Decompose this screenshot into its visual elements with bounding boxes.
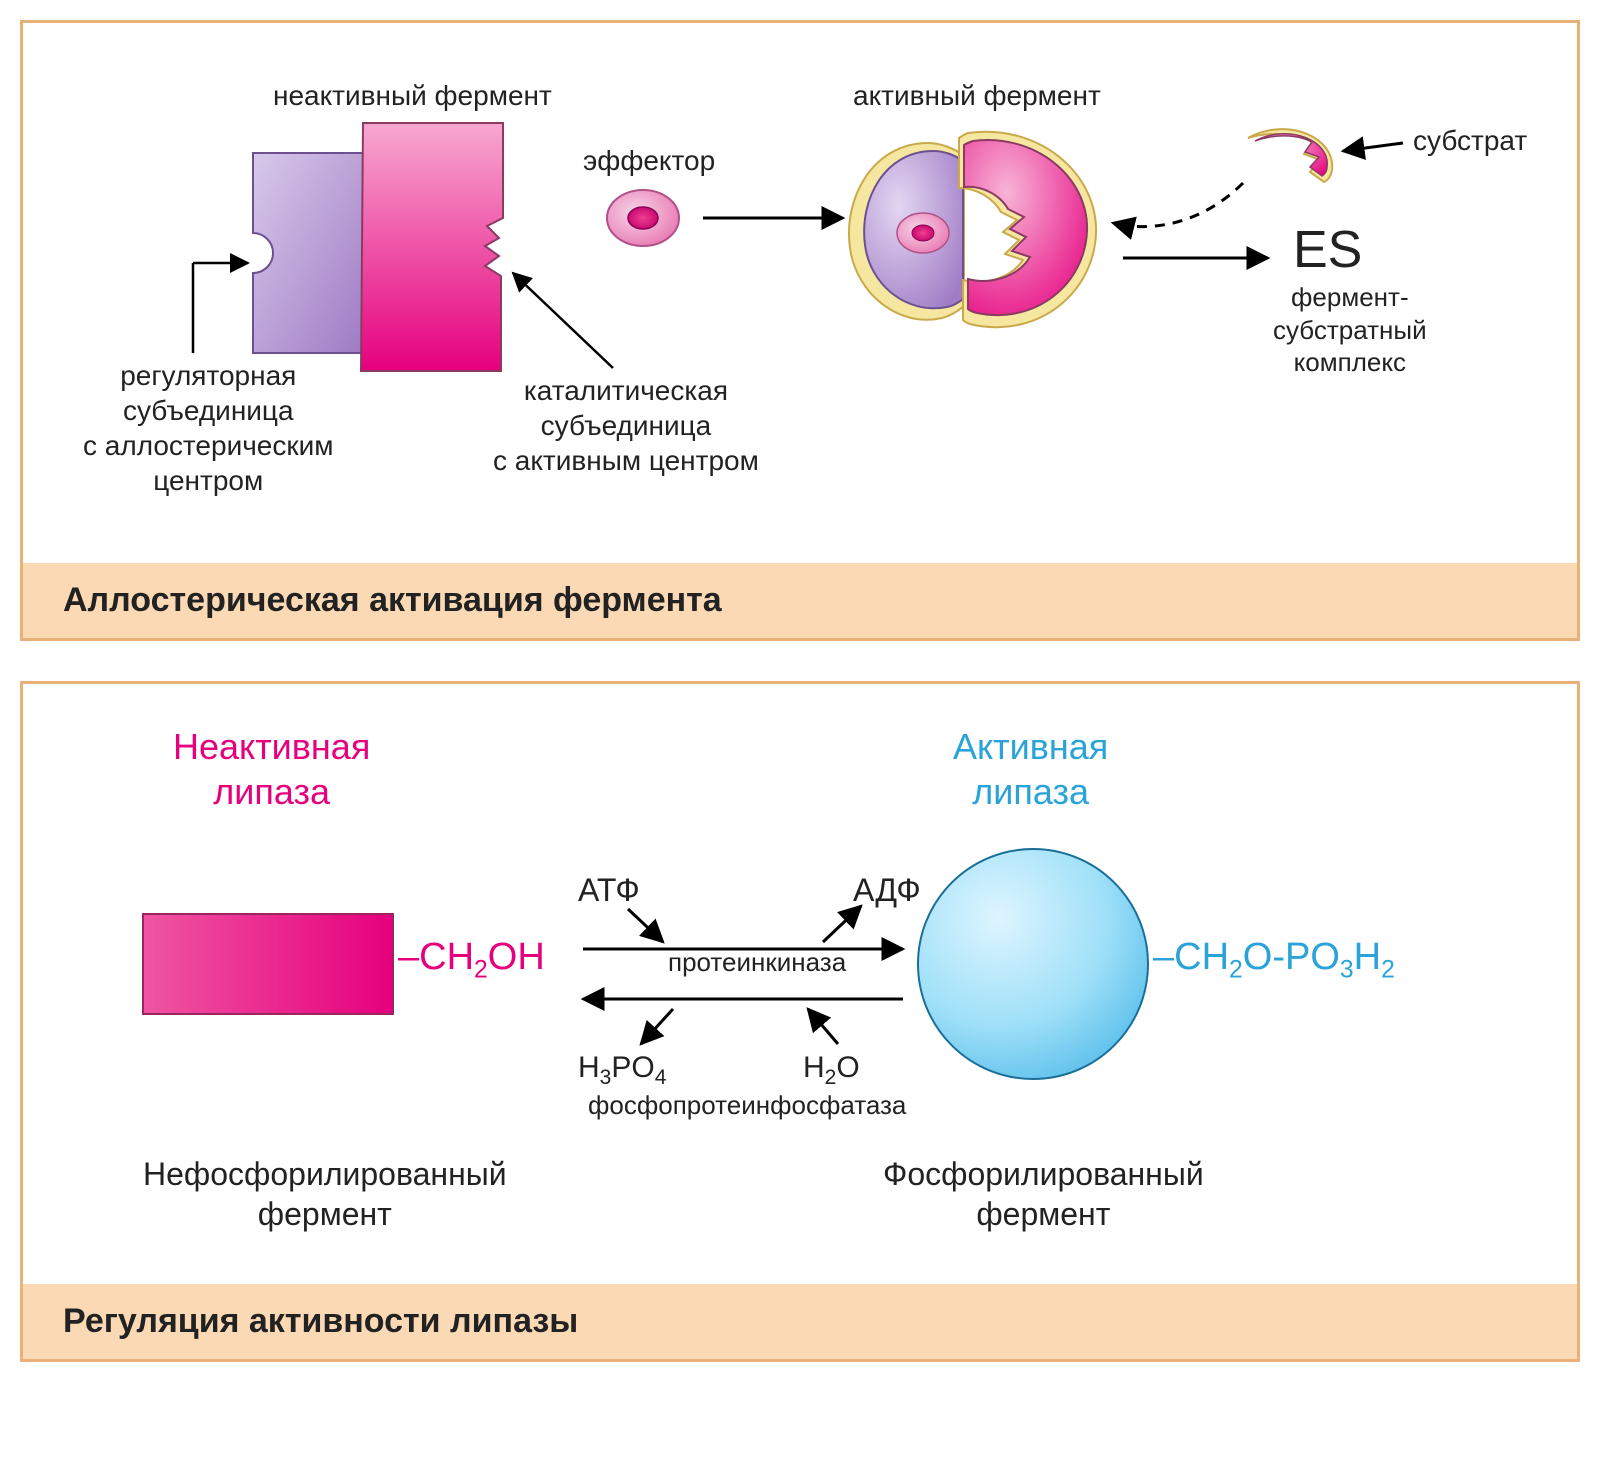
panel-lipase: Неактивная липаза Активная липаза –CH2OH…	[20, 681, 1580, 1362]
label-cat-subunit: каталитическая субъединица с активным це…	[493, 373, 759, 478]
arrow-h3po4-out	[641, 1009, 673, 1044]
label-kinase: протеинкиназа	[668, 946, 846, 979]
label-unphos: Нефосфорилированный фермент	[143, 1154, 507, 1234]
formula-ch2oh: –CH2OH	[398, 936, 545, 985]
label-es: ES	[1293, 218, 1362, 283]
panel1-body: неактивный фермент эффектор активный фер…	[23, 23, 1577, 563]
label-substrate: субстрат	[1413, 123, 1527, 158]
arrow-atp-in	[628, 909, 663, 942]
label-h2o: H2O	[803, 1049, 860, 1091]
label-adp: АДФ	[853, 870, 921, 910]
label-inactive-enzyme: неактивный фермент	[273, 78, 552, 113]
arrow-substrate-to-enzyme	[1113, 183, 1243, 227]
label-effector: эффектор	[583, 143, 715, 178]
label-reg-subunit: регуляторная субъединица с аллостерическ…	[83, 358, 334, 498]
arrow-to-substrate	[1343, 143, 1403, 151]
panel-allosteric: неактивный фермент эффектор активный фер…	[20, 20, 1580, 641]
label-active-lipase: Активная липаза	[953, 724, 1108, 814]
substrate-shape	[1248, 129, 1332, 182]
active-enzyme-shape	[849, 132, 1096, 327]
label-phosphatase: фосфопротеинфосфатаза	[588, 1089, 906, 1122]
label-es-sub: фермент- субстратный комплекс	[1273, 281, 1427, 379]
inactive-lipase-shape	[143, 914, 393, 1014]
effector-shape	[607, 190, 679, 246]
label-atp: АТФ	[578, 870, 640, 910]
label-phos: Фосфорилированный фермент	[883, 1154, 1204, 1234]
active-lipase-shape	[918, 849, 1148, 1079]
panel1-caption: Аллостерическая активация фермента	[23, 563, 1577, 638]
panel2-caption: Регуляция активности липазы	[23, 1284, 1577, 1359]
arrow-to-catalytic	[513, 273, 613, 368]
inactive-enzyme-shape	[253, 123, 503, 371]
formula-ch2opo3h2: –CH2O-PO3H2	[1153, 936, 1395, 985]
panel2-body: Неактивная липаза Активная липаза –CH2OH…	[23, 684, 1577, 1284]
label-active-enzyme: активный фермент	[853, 78, 1101, 113]
arrow-adp-out	[823, 906, 861, 942]
label-inactive-lipase: Неактивная липаза	[173, 724, 370, 814]
label-h3po4: H3PO4	[578, 1049, 666, 1091]
arrow-h2o-in	[808, 1009, 838, 1044]
